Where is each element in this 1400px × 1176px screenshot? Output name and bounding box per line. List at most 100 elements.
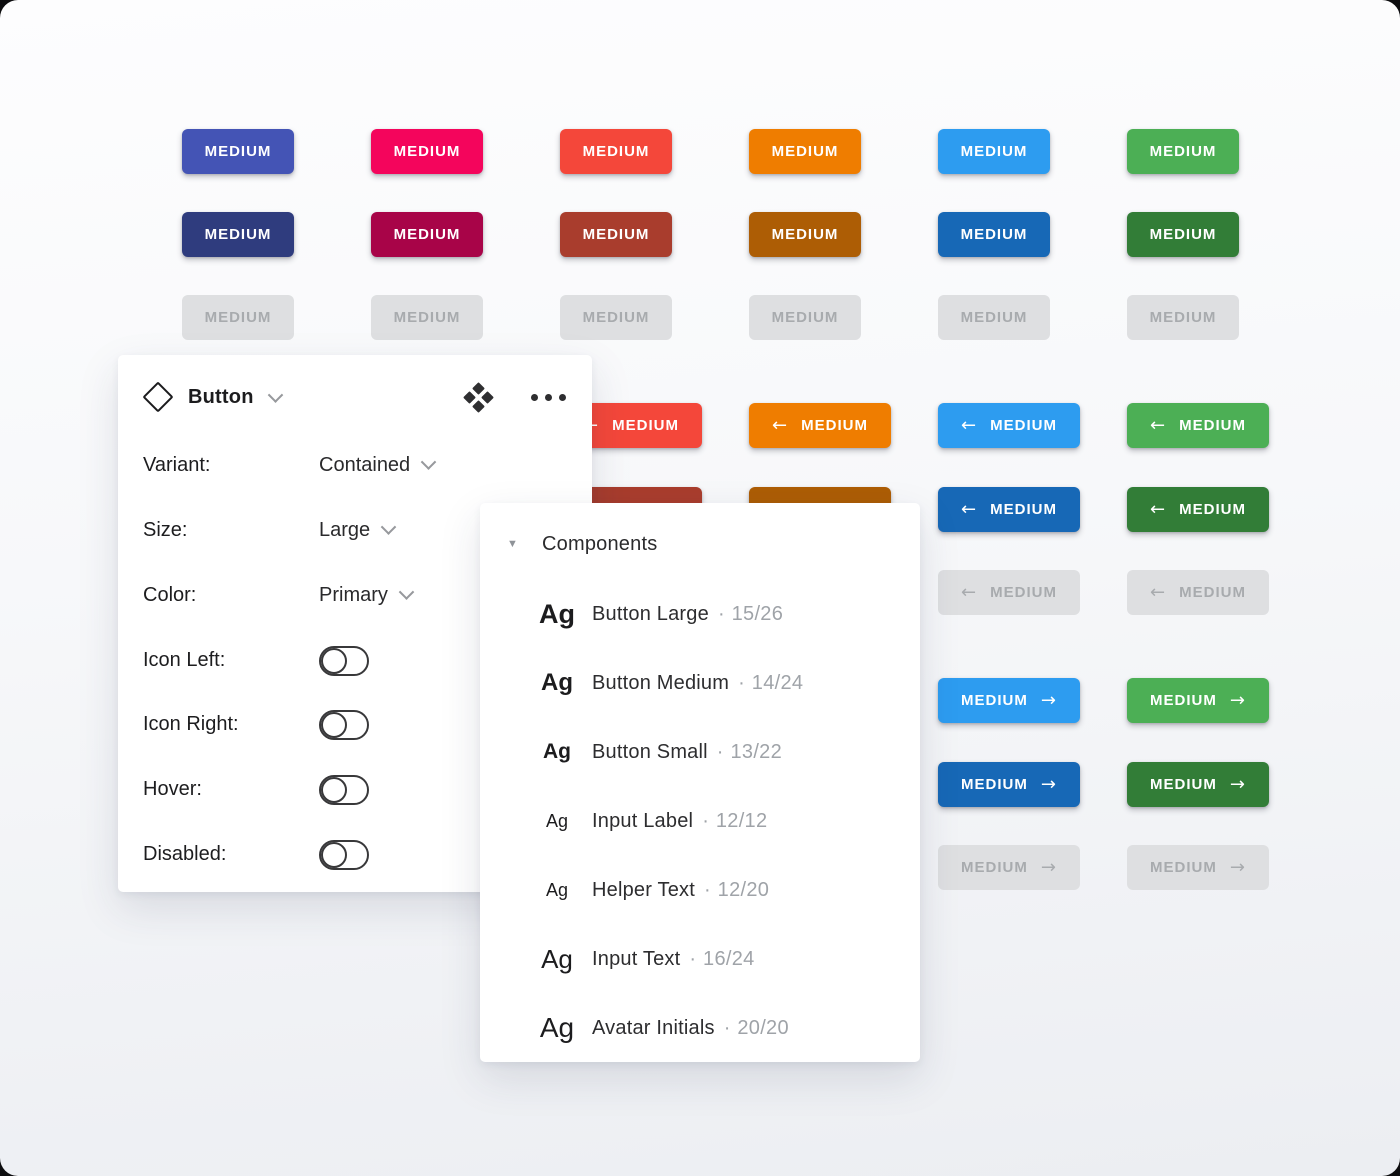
separator-dot: · bbox=[717, 602, 725, 625]
component-label: Avatar Initials bbox=[592, 1016, 715, 1039]
button-label: MEDIUM bbox=[582, 309, 650, 326]
arrow-right-icon: → bbox=[1229, 689, 1246, 711]
button-label: MEDIUM bbox=[582, 226, 650, 243]
button-label: MEDIUM bbox=[960, 143, 1028, 160]
button-pink-hover[interactable]: MEDIUM bbox=[371, 212, 483, 257]
button-label: MEDIUM bbox=[961, 776, 1028, 793]
button-label: MEDIUM bbox=[801, 417, 868, 434]
property-label: Size: bbox=[143, 519, 188, 541]
component-item-helper-text[interactable]: Ag Helper Text · 12/20 bbox=[480, 872, 920, 908]
property-label: Icon Left: bbox=[143, 649, 226, 671]
button-icon-left-green-hover[interactable]: ← MEDIUM bbox=[1127, 487, 1269, 532]
button-label: MEDIUM bbox=[1149, 143, 1217, 160]
collapse-triangle-icon[interactable]: ▼ bbox=[507, 538, 518, 550]
button-label: MEDIUM bbox=[1149, 226, 1217, 243]
components-title: Components bbox=[542, 532, 658, 555]
button-icon-left-green-normal[interactable]: ← MEDIUM bbox=[1127, 403, 1269, 448]
button-indigo-hover[interactable]: MEDIUM bbox=[182, 212, 294, 257]
button-red-normal[interactable]: MEDIUM bbox=[560, 129, 672, 174]
panel-title: Button bbox=[188, 385, 254, 408]
button-icon-right-blue-normal[interactable]: MEDIUM → bbox=[938, 678, 1080, 723]
button-blue-hover[interactable]: MEDIUM bbox=[938, 212, 1050, 257]
more-menu-icon[interactable] bbox=[531, 393, 566, 401]
button-icon-left-orange-normal[interactable]: ← MEDIUM bbox=[749, 403, 891, 448]
hover-toggle[interactable] bbox=[319, 775, 369, 805]
icon-left-toggle[interactable] bbox=[319, 646, 369, 676]
type-specimen: Ag bbox=[545, 879, 569, 900]
button-label: MEDIUM bbox=[1150, 692, 1217, 709]
arrow-left-icon: ← bbox=[1150, 498, 1167, 520]
button-label: MEDIUM bbox=[204, 226, 272, 243]
button-icon-right-green-disabled: MEDIUM → bbox=[1127, 845, 1269, 890]
button-green-normal[interactable]: MEDIUM bbox=[1127, 129, 1239, 174]
button-icon-left-blue-normal[interactable]: ← MEDIUM bbox=[938, 403, 1080, 448]
property-label: Icon Right: bbox=[143, 713, 239, 735]
component-icon[interactable] bbox=[463, 381, 494, 413]
size-value: Large bbox=[319, 519, 371, 541]
button-icon-right-green-hover[interactable]: MEDIUM → bbox=[1127, 762, 1269, 807]
button-indigo-disabled: MEDIUM bbox=[182, 295, 294, 340]
type-specimen: Ag bbox=[539, 1012, 575, 1043]
button-label: MEDIUM bbox=[771, 226, 839, 243]
button-orange-normal[interactable]: MEDIUM bbox=[749, 129, 861, 174]
button-label: MEDIUM bbox=[961, 859, 1028, 876]
button-label: MEDIUM bbox=[960, 309, 1028, 326]
button-icon-right-blue-hover[interactable]: MEDIUM → bbox=[938, 762, 1080, 807]
size-select[interactable]: Large bbox=[319, 515, 397, 545]
button-icon-left-green-disabled: ← MEDIUM bbox=[1127, 570, 1269, 615]
separator-dot: · bbox=[702, 809, 709, 832]
type-specimen: Ag bbox=[539, 598, 575, 629]
component-label: Button Medium bbox=[592, 671, 730, 694]
button-label: MEDIUM bbox=[1179, 584, 1246, 601]
button-label: MEDIUM bbox=[961, 692, 1028, 709]
property-row-size: Size: Large bbox=[143, 515, 567, 545]
button-icon-left-blue-hover[interactable]: ← MEDIUM bbox=[938, 487, 1080, 532]
button-red-hover[interactable]: MEDIUM bbox=[560, 212, 672, 257]
button-red-disabled: MEDIUM bbox=[560, 295, 672, 340]
variant-value: Contained bbox=[319, 454, 411, 476]
components-panel: ▼ Components Ag Button Large · 15/26 Ag … bbox=[480, 503, 920, 1062]
component-item-input-text[interactable]: Ag Input Text · 16/24 bbox=[480, 941, 920, 977]
components-header: ▼ Components bbox=[480, 503, 920, 559]
disabled-toggle[interactable] bbox=[319, 840, 369, 870]
button-green-hover[interactable]: MEDIUM bbox=[1127, 212, 1239, 257]
arrow-right-icon: → bbox=[1229, 773, 1246, 795]
component-item-button-small[interactable]: Ag Button Small · 13/22 bbox=[480, 734, 920, 770]
variant-select[interactable]: Contained bbox=[319, 450, 437, 480]
component-item-button-medium[interactable]: Ag Button Medium · 14/24 bbox=[480, 665, 920, 701]
button-label: MEDIUM bbox=[612, 417, 679, 434]
arrow-right-icon: → bbox=[1040, 856, 1057, 878]
property-row-icon-right: Icon Right: bbox=[143, 709, 567, 740]
button-label: MEDIUM bbox=[990, 584, 1057, 601]
type-specimen: Ag bbox=[541, 943, 573, 974]
component-label: Button Large bbox=[592, 602, 709, 625]
button-label: MEDIUM bbox=[771, 309, 839, 326]
button-label: MEDIUM bbox=[771, 143, 839, 160]
diamond-icon bbox=[142, 381, 174, 413]
button-orange-hover[interactable]: MEDIUM bbox=[749, 212, 861, 257]
component-item-avatar-initials[interactable]: Ag Avatar Initials · 20/20 bbox=[480, 1010, 920, 1046]
button-label: MEDIUM bbox=[1179, 417, 1246, 434]
separator-dot: · bbox=[723, 1016, 731, 1039]
chevron-down-icon[interactable] bbox=[267, 386, 283, 403]
arrow-right-icon: → bbox=[1040, 689, 1057, 711]
button-label: MEDIUM bbox=[990, 501, 1057, 518]
button-icon-left-blue-disabled: ← MEDIUM bbox=[938, 570, 1080, 615]
arrow-right-icon: → bbox=[1040, 773, 1057, 795]
icon-right-toggle[interactable] bbox=[319, 710, 369, 740]
button-pink-normal[interactable]: MEDIUM bbox=[371, 129, 483, 174]
chevron-down-icon bbox=[420, 454, 437, 470]
component-item-input-label[interactable]: Ag Input Label · 12/12 bbox=[480, 803, 920, 839]
button-label: MEDIUM bbox=[393, 143, 461, 160]
component-item-button-large[interactable]: Ag Button Large · 15/26 bbox=[480, 596, 920, 632]
button-label: MEDIUM bbox=[960, 226, 1028, 243]
separator-dot: · bbox=[716, 740, 724, 763]
button-blue-normal[interactable]: MEDIUM bbox=[938, 129, 1050, 174]
color-select[interactable]: Primary bbox=[319, 580, 415, 610]
arrow-right-icon: → bbox=[1229, 856, 1246, 878]
button-indigo-normal[interactable]: MEDIUM bbox=[182, 129, 294, 174]
property-label: Disabled: bbox=[143, 843, 227, 865]
button-icon-right-green-normal[interactable]: MEDIUM → bbox=[1127, 678, 1269, 723]
arrow-left-icon: ← bbox=[961, 498, 978, 520]
